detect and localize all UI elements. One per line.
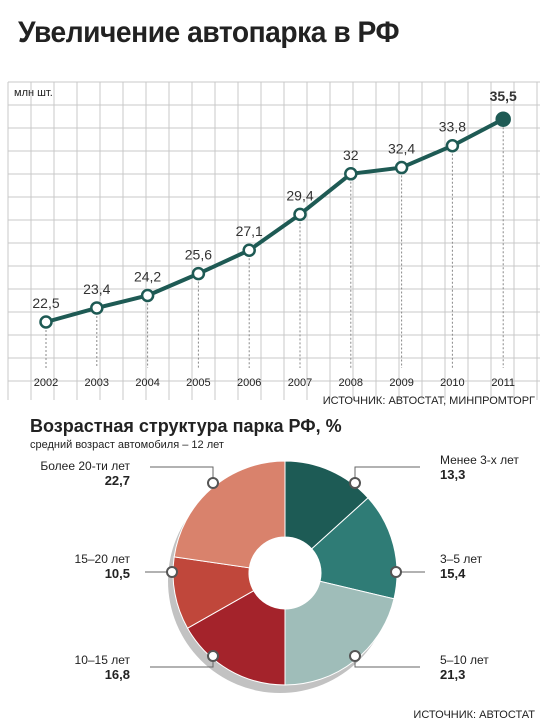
data-label: 27,1 [236,223,263,239]
donut-shadow [168,469,392,693]
slice-label: Менее 3-х лет [440,453,519,467]
slice-label: 5–10 лет [440,653,489,667]
donut-slice [172,556,255,629]
x-tick-label: 2002 [34,377,58,389]
donut-subtitle: средний возраст автомобиля – 12 лет [30,439,224,451]
data-point [242,243,256,257]
data-label: 22,5 [32,295,59,311]
data-point [293,207,307,222]
data-label: 32,4 [388,141,415,157]
slice-value: 22,7 [105,473,130,488]
data-label: 35,5 [490,88,517,104]
x-tick-label: 2004 [135,377,159,389]
slice-value: 15,4 [440,566,466,581]
callout-line [354,466,420,483]
data-point [394,160,409,175]
data-label: 23,4 [83,281,110,297]
donut-title: Возрастная структура парка РФ, % [30,416,342,436]
donut-slice [310,497,398,600]
slice-value: 16,8 [105,667,130,682]
data-label: 25,6 [185,247,212,263]
slice-value: 10,5 [105,566,130,581]
callout-marker [390,566,402,578]
donut-slice [173,460,286,569]
data-point [495,111,511,127]
slice-label: 10–15 лет [75,653,131,667]
donut-slice [186,590,286,686]
x-tick-label: 2007 [288,377,312,389]
slice-value: 13,3 [440,467,465,482]
line-chart: млн шт. 22,5 23,4 24,2 25,6 27,1 29,4 32 32,4 33… [7,81,540,410]
donut-source: ИСТОЧНИК: АВТОСТАТ [413,709,535,721]
x-tick-label: 2008 [339,377,363,389]
donut-slices [168,460,398,693]
x-tick-labels: 2002 2003 2004 2005 2006 2007 2008 2009 2010 2011 [34,377,515,389]
data-point [140,288,155,303]
donut-hole [249,537,321,609]
callout-marker [166,566,178,578]
slice-label: Более 20-ти лет [40,459,130,473]
x-tick-label: 2009 [389,377,413,389]
donut-slice [284,580,395,686]
data-points: 22,5 23,4 24,2 25,6 27,1 29,4 32 32,4 33,8 35,5 [32,88,517,329]
x-tick-label: 2006 [237,377,261,389]
callout-marker [207,650,219,662]
callout-line [150,466,214,483]
donut-slice [284,460,369,550]
series-line [45,117,505,324]
y-unit-label: млн шт. [14,87,53,99]
data-point [39,315,53,329]
drop-lines [45,119,504,368]
data-label: 24,2 [134,268,161,284]
data-label: 29,4 [286,187,313,203]
callout-marker [207,477,219,489]
data-point [445,138,460,153]
callout-marker [349,650,361,662]
data-label: 33,8 [439,119,466,135]
chart-title: Увеличение автопарка в РФ [18,16,400,49]
callout-line [354,656,420,668]
data-point [344,167,358,181]
x-tick-label: 2010 [440,377,464,389]
x-tick-label: 2003 [85,377,109,389]
data-label: 32 [343,147,359,163]
line-chart-source: ИСТОЧНИК: АВТОСТАТ, МИНПРОМТОРГ [323,395,535,407]
x-tick-label: 2011 [491,377,515,389]
data-point [90,301,104,315]
slice-value: 21,3 [440,667,465,682]
slice-label: 15–20 лет [75,552,131,566]
callout-line [150,656,214,668]
callout-marker [349,477,361,489]
x-tick-label: 2005 [186,377,210,389]
slice-label: 3–5 лет [440,552,483,566]
data-point [191,266,206,281]
